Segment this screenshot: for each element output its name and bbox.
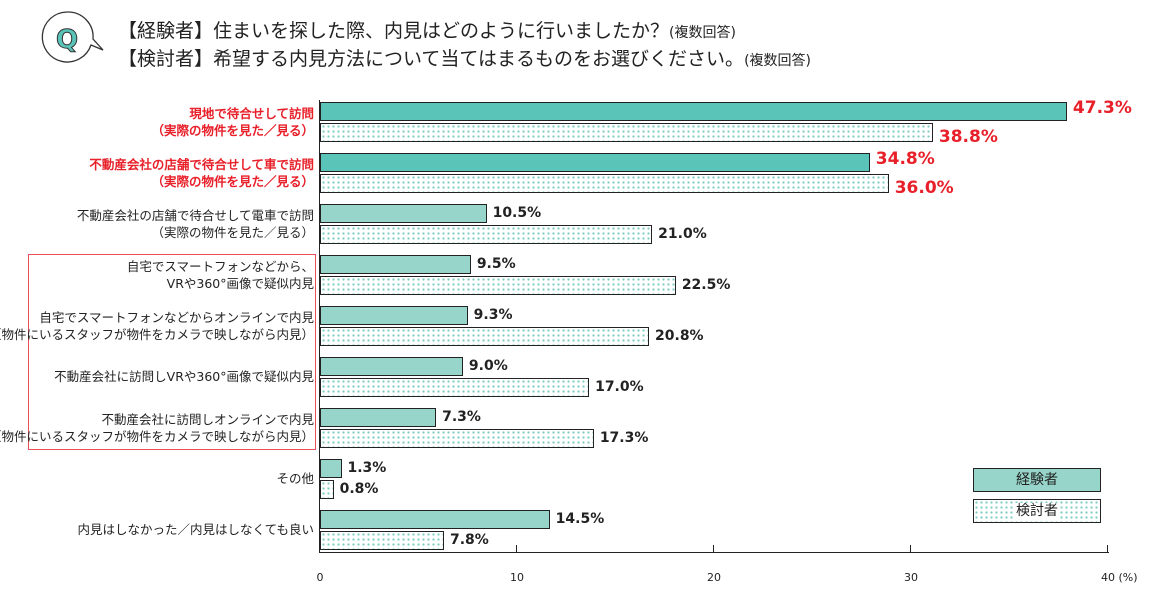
x-tick-mark [1107, 545, 1108, 552]
bar-considering [320, 480, 334, 499]
value-label: 20.8% [655, 328, 704, 344]
bar-experienced [320, 459, 342, 478]
bar-considering [320, 174, 889, 193]
svg-text:Q: Q [56, 25, 78, 55]
x-tick-mark [516, 545, 517, 552]
value-label: 21.0% [658, 226, 707, 242]
x-tick-label: 30 [904, 571, 918, 584]
question-line-1: 【経験者】住まいを探した際、内見はどのように行いましたか？(複数回答) [118, 20, 736, 42]
question-line-2: 【検討者】希望する内見方法について当てはまるものをお選びください。(複数回答) [118, 48, 811, 70]
bar-experienced [320, 204, 487, 223]
x-tick-mark [319, 545, 320, 552]
bar-experienced [320, 510, 550, 529]
x-tick-mark [713, 545, 714, 552]
value-label: 7.3% [442, 409, 481, 425]
value-label: 9.3% [473, 307, 513, 323]
q-badge-icon: Q [41, 11, 104, 63]
category-label: 不動産会社に訪問しオンラインで内見 （物件にいるスタッフが物件をカメラで映しなが… [0, 412, 314, 444]
bar-experienced [320, 102, 1067, 121]
category-label: 自宅でスマートフォンなどからオンラインで内見 （物件にいるスタッフが物件をカメラ… [0, 310, 314, 342]
category-label: 自宅でスマートフォンなどから、 VRや360°画像で疑似内見 [126, 259, 314, 291]
value-label: 17.0% [595, 379, 644, 395]
value-label: 47.3% [1072, 98, 1132, 118]
value-label: 34.8% [875, 149, 935, 169]
x-tick-label: 20 [707, 571, 721, 584]
value-label: 9.5% [476, 256, 516, 272]
bar-considering [320, 429, 594, 448]
value-label: 38.8% [938, 127, 998, 147]
category-label: 現地で待合せして訪問 （実際の物件を見た／見る） [151, 106, 314, 138]
x-axis [319, 552, 1109, 553]
bar-experienced [320, 255, 471, 274]
category-label: 不動産会社に訪問しVRや360°画像で疑似内見 [54, 369, 314, 384]
value-label: 0.8% [339, 481, 379, 497]
bar-considering [320, 378, 590, 397]
value-label: 14.5% [555, 511, 605, 527]
value-label: 22.5% [681, 277, 731, 293]
category-label: 不動産会社の店舗で待合せして電車で訪問 （実際の物件を見た／見る） [76, 208, 314, 240]
x-tick-label: 10 [510, 571, 524, 584]
category-label: 内見はしなかった／内見はしなくても良い [77, 522, 314, 537]
value-label: 17.3% [599, 430, 649, 446]
bar-experienced [320, 306, 468, 325]
bar-experienced [320, 408, 437, 427]
x-tick-mark [910, 545, 911, 552]
x-tick-label: 0 [316, 571, 324, 584]
legend-experienced: 経験者 [973, 468, 1101, 492]
bar-experienced [320, 153, 870, 172]
bar-experienced [320, 357, 463, 376]
bar-considering [320, 531, 444, 550]
category-label: 不動産会社の店舗で待合せして車で訪問 （実際の物件を見た／見る） [89, 157, 314, 189]
legend-considering: 検討者 [973, 499, 1101, 523]
value-label: 7.8% [450, 532, 489, 548]
y-axis [319, 100, 320, 553]
bar-considering [320, 276, 676, 295]
value-label: 36.0% [894, 178, 954, 198]
bar-considering [320, 327, 650, 346]
value-label: 9.0% [468, 358, 508, 374]
x-unit: (%) [1118, 571, 1138, 584]
value-label: 10.5% [492, 205, 542, 221]
category-label: その他 [276, 471, 314, 486]
highlight-box [28, 254, 316, 450]
value-label: 1.3% [347, 460, 387, 476]
bar-considering [320, 225, 653, 244]
x-tick-label: 40 [1101, 571, 1115, 584]
bar-considering [320, 123, 933, 142]
